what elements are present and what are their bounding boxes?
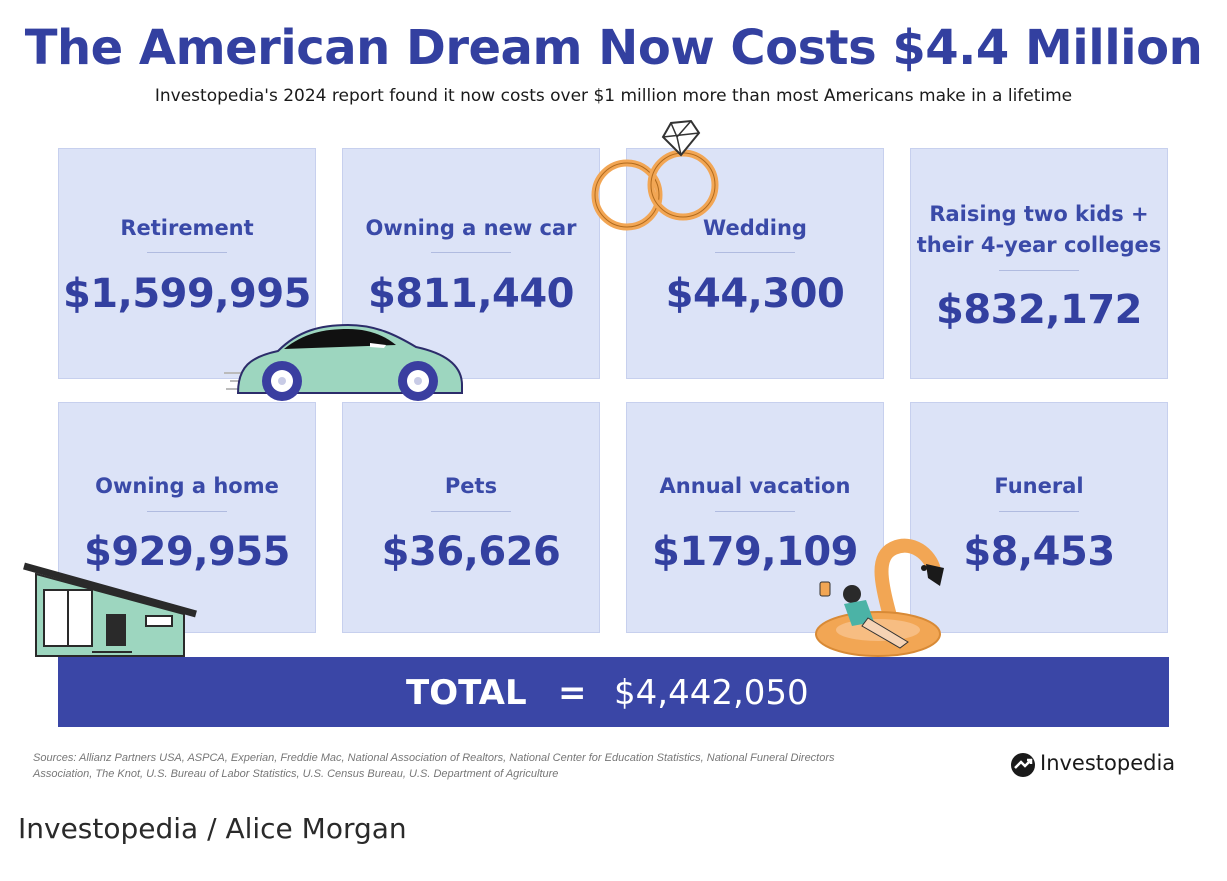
card-wedding: Wedding $44,300 — [626, 148, 884, 379]
total-value: $4,442,050 — [614, 673, 809, 713]
brand-name: Investopedia — [1040, 751, 1176, 775]
card-value: $929,955 — [83, 529, 291, 575]
card-label: Annual vacation — [659, 474, 851, 498]
card-label-line1: Raising two kids + — [929, 202, 1149, 226]
card-divider — [431, 511, 511, 512]
card-pets: Pets $36,626 — [342, 402, 600, 633]
total-label: TOTAL — [406, 673, 527, 713]
card-label-line2: their 4-year colleges — [916, 233, 1162, 257]
card-value: $179,109 — [651, 529, 859, 575]
card-label: Owning a home — [95, 474, 279, 498]
card-value: $1,599,995 — [62, 271, 312, 317]
car-illustration — [224, 323, 463, 401]
card-label: Pets — [444, 474, 498, 498]
card-vacation: Annual vacation $179,109 — [626, 402, 884, 633]
page-title: The American Dream Now Costs $4.4 Millio… — [24, 20, 1203, 76]
page-subtitle: Investopedia's 2024 report found it now … — [154, 86, 1073, 106]
total-equals: = — [558, 673, 587, 713]
house-illustration — [23, 562, 197, 657]
card-divider — [999, 270, 1079, 271]
card-value: $811,440 — [367, 271, 575, 317]
card-value: $832,172 — [935, 287, 1143, 333]
sources-line-2: Association, The Knot, U.S. Bureau of La… — [33, 768, 559, 780]
card-value: $36,626 — [381, 529, 561, 575]
sources-note: Sources: Allianz Partners USA, ASPCA, Ex… — [33, 750, 1003, 782]
card-divider — [715, 511, 795, 512]
card-new-car: Owning a new car $811,440 — [342, 148, 600, 379]
card-divider — [715, 252, 795, 253]
wedding-rings-illustration — [591, 119, 719, 231]
card-divider — [147, 252, 227, 253]
card-label: Funeral — [994, 474, 1084, 498]
card-label: Wedding — [703, 216, 807, 240]
card-value: $8,453 — [963, 529, 1115, 575]
card-divider — [147, 511, 227, 512]
card-label: Retirement — [120, 216, 254, 240]
investopedia-brand: Investopedia — [1010, 750, 1200, 780]
card-retirement: Retirement $1,599,995 — [58, 148, 316, 379]
card-divider — [999, 511, 1079, 512]
card-funeral: Funeral $8,453 — [910, 402, 1168, 633]
flamingo-float-illustration — [815, 538, 944, 657]
card-divider — [431, 252, 511, 253]
card-raising-kids: Raising two kids + their 4-year colleges… — [910, 148, 1168, 379]
sources-line-1: Sources: Allianz Partners USA, ASPCA, Ex… — [33, 752, 835, 764]
card-value: $44,300 — [665, 271, 845, 317]
investopedia-logo-icon — [1011, 753, 1035, 777]
image-caption: Investopedia / Alice Morgan — [18, 812, 407, 845]
total-bar: TOTAL = $4,442,050 — [58, 657, 1169, 727]
card-label: Owning a new car — [365, 216, 577, 240]
